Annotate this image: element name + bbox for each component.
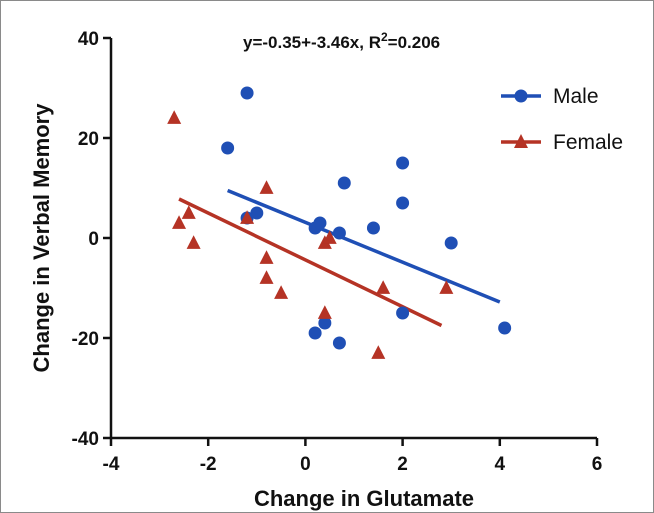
female-point: [259, 180, 274, 194]
annotation-r-squared: =0.206: [388, 33, 440, 52]
regression-annotation: y=-0.35+-3.46x, R2=0.206: [243, 30, 440, 52]
x-tick-label: -2: [200, 454, 217, 475]
legend-male-label: Male: [553, 85, 599, 108]
female-point: [167, 110, 182, 124]
female-point: [322, 230, 337, 244]
x-axis-label: Change in Glutamate: [254, 486, 474, 511]
male-point: [366, 221, 380, 235]
legend-female-marker: [514, 134, 528, 148]
male-point: [396, 196, 410, 210]
female-point: [240, 210, 255, 224]
female-point: [259, 250, 274, 264]
x-tick-label: 2: [397, 454, 408, 475]
x-tick-label: 6: [592, 454, 603, 475]
male-point: [332, 336, 346, 350]
male-point: [318, 316, 332, 330]
male-point: [308, 326, 322, 340]
y-tick-label: 40: [78, 29, 99, 50]
female-point: [317, 305, 332, 319]
y-tick-label: 20: [78, 129, 99, 150]
male-point: [332, 226, 346, 240]
female-point: [274, 285, 289, 299]
y-tick-label: -20: [72, 329, 99, 350]
female-point: [172, 215, 187, 229]
x-tick-label: 4: [495, 454, 506, 475]
male-point: [396, 306, 410, 320]
female-point: [186, 235, 201, 249]
male-point: [337, 176, 351, 190]
y-tick-label: -40: [72, 429, 99, 450]
male-point: [240, 86, 254, 100]
male-point: [396, 156, 410, 170]
male-point: [221, 141, 235, 155]
x-tick-label: 0: [300, 454, 311, 475]
annotation-equation: y=-0.35+-3.46x, R: [243, 33, 381, 52]
female-point: [439, 280, 454, 294]
y-tick-label: 0: [88, 229, 99, 250]
female-point: [376, 280, 391, 294]
y-axis-label: Change in Verbal Memory: [29, 103, 54, 373]
female-fit-line: [178, 197, 443, 328]
data-points: [167, 86, 512, 359]
female-point: [181, 205, 196, 219]
annotation-superscript: 2: [381, 30, 388, 44]
male-point: [444, 236, 458, 250]
female-point: [371, 345, 386, 359]
x-tick-label: -4: [103, 454, 120, 475]
male-point: [313, 216, 327, 230]
female-point: [259, 270, 274, 284]
legend-female-label: Female: [553, 131, 623, 154]
fit-lines: [178, 188, 501, 328]
male-point: [250, 206, 264, 220]
legend-male-marker: [514, 89, 528, 103]
legend: Male Female: [501, 85, 623, 154]
male-point: [498, 321, 512, 335]
male-fit-line: [226, 188, 501, 304]
